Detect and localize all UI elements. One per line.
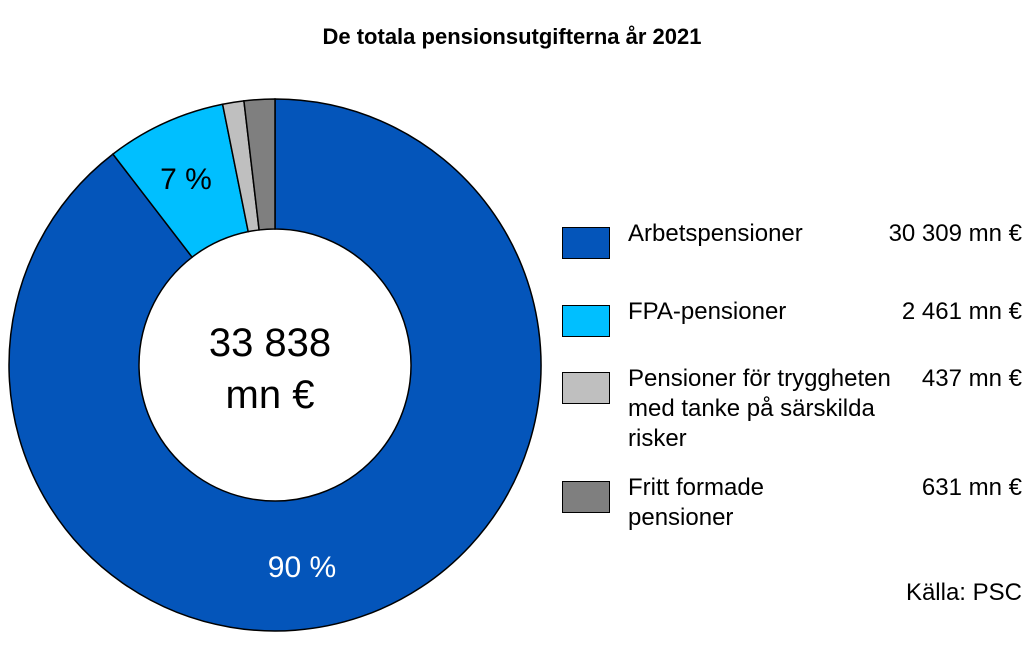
center-label-value: 33 838 xyxy=(209,321,331,365)
percent-label-fpa-pensioner: 7 % xyxy=(160,163,212,196)
legend-label-fritt-formade: Fritt formade pensioner xyxy=(628,474,765,531)
chart-title: De totala pensionsutgifterna år 2021 xyxy=(322,24,702,49)
center-label-unit: mn € xyxy=(226,373,315,417)
legend-swatch-fpa-pensioner xyxy=(562,305,610,337)
legend-value-sarskilda-risker: 437 mn € xyxy=(921,365,1022,392)
legend-value-fritt-formade: 631 mn € xyxy=(921,474,1022,501)
legend-label-fpa-pensioner: FPA-pensioner xyxy=(628,298,787,325)
legend-swatch-arbetspensioner xyxy=(562,227,610,259)
percent-label-arbetspensioner: 90 % xyxy=(268,551,336,584)
source-note: Källa: PSC xyxy=(905,579,1022,606)
donut-slice-arbetspensioner xyxy=(8,98,542,632)
legend-label-arbetspensioner: Arbetspensioner xyxy=(628,220,803,247)
legend-swatch-sarskilda-risker xyxy=(562,372,610,404)
legend-label-sarskilda-risker: Pensioner för tryggheten med tanke på sä… xyxy=(628,365,891,452)
legend-value-arbetspensioner: 30 309 mn € xyxy=(888,220,1022,247)
legend-value-fpa-pensioner: 2 461 mn € xyxy=(901,298,1022,325)
donut-slice-fritt-formade xyxy=(243,98,276,231)
legend-swatch-fritt-formade xyxy=(562,481,610,513)
